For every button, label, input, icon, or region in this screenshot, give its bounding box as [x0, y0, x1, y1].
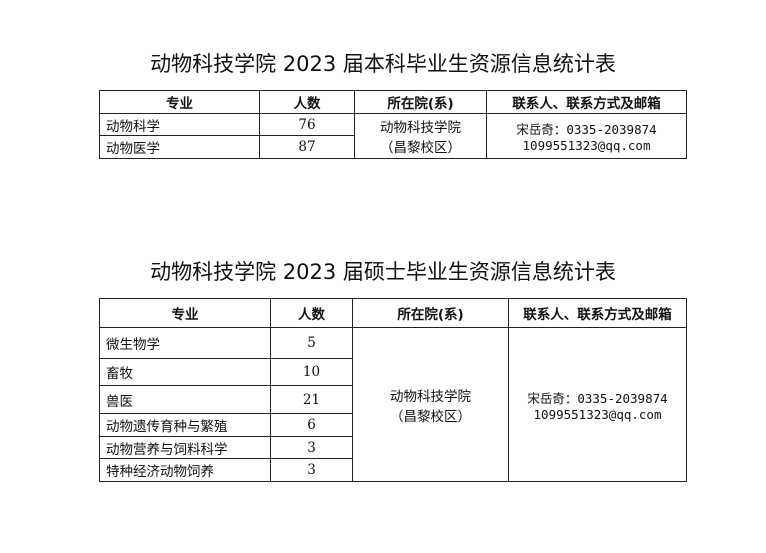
major-cell: 畜牧: [99, 358, 271, 386]
count-cell: 3: [270, 458, 353, 482]
contact-email: 1099551323@qq.com: [522, 138, 651, 153]
count-cell: 10: [270, 358, 353, 386]
count-cell: 6: [270, 413, 353, 437]
header-major: 专业: [99, 90, 260, 114]
count-cell: 21: [270, 385, 353, 414]
table-row: 动物科学 76 动物科技学院 （昌黎校区） 宋岳奇：0335-2039874 109…: [99, 113, 687, 159]
header-count: 人数: [270, 298, 353, 328]
table1-title: 动物科技学院 2023 届本科毕业生资源信息统计表: [150, 52, 616, 76]
campus-name: （昌黎校区）: [380, 140, 461, 156]
campus-name: （昌黎校区）: [390, 408, 471, 425]
major-cell: 动物遗传育种与繁殖: [99, 413, 271, 437]
table2-title: 动物科技学院 2023 届硕士毕业生资源信息统计表: [150, 260, 616, 284]
header-major: 专业: [99, 298, 271, 328]
major-cell: 特种经济动物饲养: [99, 458, 271, 482]
count-cell: 87: [259, 135, 355, 159]
contact-cell: 宋岳奇：0335-2039874 1099551323@qq.com: [508, 327, 687, 482]
count-cell: 3: [270, 436, 353, 459]
header-count: 人数: [259, 90, 355, 114]
table-row: 兽医 21: [99, 385, 687, 414]
major-cell: 微生物学: [99, 327, 271, 359]
table-row: 动物医学 87: [99, 135, 687, 159]
contact-phone: 宋岳奇：0335-2039874: [527, 390, 668, 406]
college-name: 动物科技学院: [380, 120, 461, 136]
table-row: 微生物学 5 动物科技学院 （昌黎校区） 宋岳奇：0335-2039874 1099…: [99, 327, 687, 482]
header-contact: 联系人、联系方式及邮箱: [486, 90, 687, 114]
major-cell: 动物医学: [99, 135, 260, 159]
contact-cell: 宋岳奇：0335-2039874 1099551323@qq.com: [486, 113, 687, 159]
major-cell: 动物科学: [99, 113, 260, 136]
college-cell: 动物科技学院 （昌黎校区）: [354, 113, 487, 159]
count-cell: 5: [270, 327, 353, 359]
header-contact: 联系人、联系方式及邮箱: [508, 298, 687, 328]
contact-email: 1099551323@qq.com: [533, 406, 662, 422]
master-table: 专业 人数 所在院(系) 联系人、联系方式及邮箱 微生物学 5 动物科技学院 （昌…: [99, 298, 687, 482]
header-college: 所在院(系): [354, 90, 487, 114]
table-row: 动物遗传育种与繁殖 6: [99, 413, 687, 437]
undergrad-table: 专业 人数 所在院(系) 联系人、联系方式及邮箱 动物科学 76 动物科技学院 （…: [99, 90, 687, 159]
table-row: 特种经济动物饲养 3: [99, 458, 687, 482]
contact-phone: 宋岳奇：0335-2039874: [516, 122, 657, 137]
major-cell: 动物营养与饲料科学: [99, 436, 271, 459]
college-cell: 动物科技学院 （昌黎校区）: [352, 327, 509, 482]
header-college: 所在院(系): [352, 298, 509, 328]
major-cell: 兽医: [99, 385, 271, 414]
college-name: 动物科技学院: [390, 388, 471, 405]
count-cell: 76: [259, 113, 355, 136]
